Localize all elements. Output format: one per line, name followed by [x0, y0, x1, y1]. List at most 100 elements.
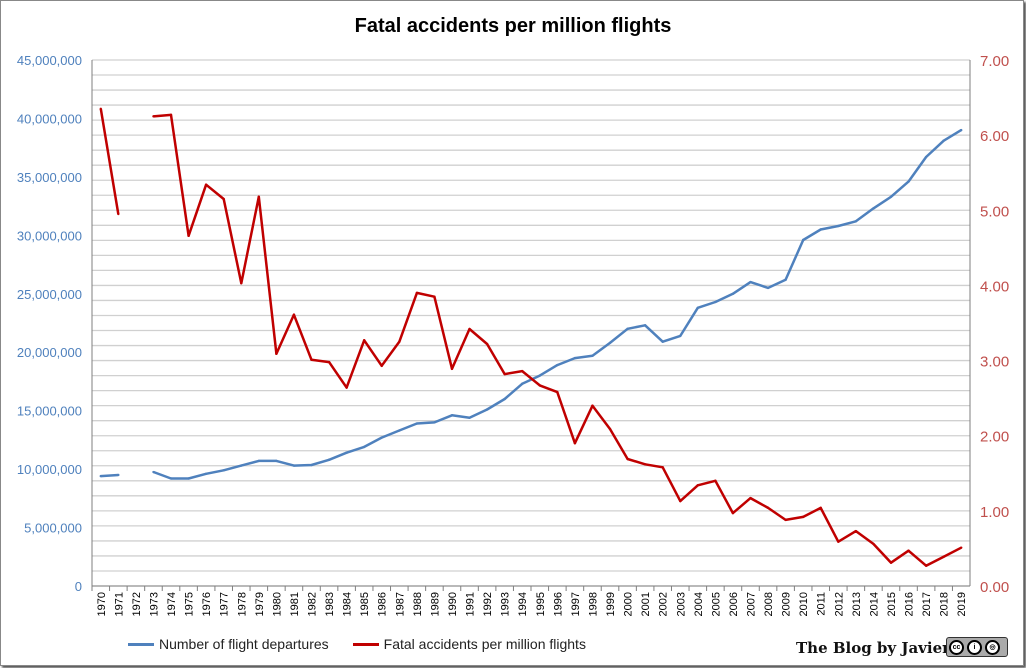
data-point-accidents — [204, 183, 208, 186]
data-point-accidents — [310, 358, 313, 362]
left-tick-label: 40,000,000 — [17, 111, 82, 126]
data-point-accidents — [626, 457, 629, 461]
data-point-accidents — [696, 484, 700, 487]
data-point-accidents — [169, 113, 173, 117]
x-tick-label: 1990 — [447, 592, 459, 616]
legend-label-accidents: Fatal accidents per million flights — [383, 636, 586, 652]
data-point-departures — [924, 155, 928, 159]
data-point-departures — [626, 327, 629, 331]
legend-label-departures: Number of flight departures — [159, 636, 329, 652]
data-point-departures — [380, 436, 383, 439]
x-tick-label: 1986 — [377, 592, 389, 616]
x-tick-label: 1999 — [605, 592, 617, 616]
x-tick-label: 1979 — [254, 592, 266, 616]
data-point-accidents — [187, 234, 190, 238]
data-point-accidents — [608, 427, 612, 431]
x-tick-label: 1974 — [166, 592, 178, 616]
left-tick-label: 45,000,000 — [17, 53, 82, 68]
x-tick-label: 1983 — [324, 592, 336, 616]
legend-item-departures: Number of flight departures — [128, 636, 329, 652]
data-point-accidents — [275, 352, 278, 356]
data-point-accidents — [521, 369, 524, 373]
data-point-accidents — [591, 404, 594, 407]
data-point-accidents — [661, 466, 664, 469]
legend: Number of flight departures Fatal accide… — [128, 636, 586, 652]
data-point-departures — [152, 470, 155, 474]
x-tick-label: 1989 — [429, 592, 441, 616]
x-tick-label: 2007 — [746, 592, 758, 616]
chart-title: Fatal accidents per million flights — [354, 15, 672, 37]
x-tick-label: 2019 — [956, 592, 968, 616]
x-tick-label: 2012 — [833, 592, 845, 616]
data-point-departures — [521, 382, 524, 385]
cc-license-badge: cc i ◎ — [946, 637, 1008, 657]
data-point-accidents — [117, 212, 120, 216]
data-point-accidents — [468, 327, 471, 331]
data-point-accidents — [380, 364, 383, 368]
data-point-departures — [784, 278, 787, 281]
data-point-accidents — [152, 115, 155, 118]
x-tick-label: 1991 — [465, 592, 477, 616]
data-point-departures — [643, 324, 647, 327]
data-point-accidents — [99, 107, 102, 111]
data-point-accidents — [556, 390, 559, 394]
data-point-accidents — [257, 195, 261, 198]
series-line-departures — [100, 129, 962, 480]
data-point-departures — [661, 340, 664, 343]
data-point-departures — [819, 228, 822, 231]
x-tick-label: 1973 — [148, 592, 160, 616]
x-tick-label: 1988 — [412, 592, 424, 616]
data-point-departures — [731, 292, 735, 295]
right-tick-label: 2.00 — [980, 429, 1009, 446]
data-point-departures — [749, 280, 752, 284]
data-point-accidents — [573, 442, 577, 445]
x-tick-label: 2017 — [921, 592, 933, 616]
data-point-departures — [433, 421, 436, 424]
data-point-accidents — [924, 564, 928, 567]
data-point-accidents — [731, 511, 735, 515]
data-point-departures — [99, 474, 102, 478]
data-point-departures — [450, 414, 454, 417]
data-point-accidents — [784, 518, 787, 522]
left-tick-label: 15,000,000 — [17, 404, 82, 419]
x-tick-label: 1975 — [184, 592, 196, 616]
right-tick-label: 1.00 — [980, 504, 1009, 521]
left-tick-label: 10,000,000 — [17, 462, 82, 477]
data-point-departures — [362, 445, 366, 449]
left-tick-label: 5,000,000 — [24, 521, 82, 536]
data-point-accidents — [503, 372, 506, 376]
x-tick-label: 2001 — [640, 592, 652, 616]
data-point-departures — [187, 477, 190, 480]
x-tick-label: 2008 — [763, 592, 775, 616]
data-point-departures — [573, 356, 577, 360]
x-tick-label: 2018 — [939, 592, 951, 616]
data-point-accidents — [766, 506, 770, 510]
left-tick-label: 30,000,000 — [17, 228, 82, 243]
data-point-accidents — [907, 549, 910, 552]
data-point-departures — [679, 334, 682, 338]
data-point-departures — [837, 224, 840, 228]
data-point-accidents — [538, 384, 541, 387]
by-icon: i — [967, 639, 982, 655]
data-point-departures — [801, 238, 805, 242]
data-point-departures — [696, 306, 700, 310]
data-point-departures — [275, 459, 278, 463]
data-point-accidents — [485, 342, 489, 346]
data-point-departures — [345, 451, 348, 454]
x-tick-label: 1992 — [482, 592, 494, 616]
x-tick-label: 2011 — [816, 592, 828, 616]
data-point-accidents — [415, 291, 419, 295]
right-tick-label: 5.00 — [980, 203, 1009, 220]
data-point-departures — [556, 363, 559, 367]
data-point-accidents — [714, 479, 717, 482]
data-point-accidents — [872, 542, 875, 546]
x-tick-label: 1993 — [500, 592, 512, 616]
data-point-accidents — [292, 313, 296, 316]
data-point-accidents — [398, 340, 401, 343]
data-point-accidents — [362, 339, 366, 342]
x-tick-label: 1995 — [535, 592, 547, 616]
data-point-departures — [292, 464, 296, 467]
x-tick-label: 1996 — [552, 592, 564, 616]
